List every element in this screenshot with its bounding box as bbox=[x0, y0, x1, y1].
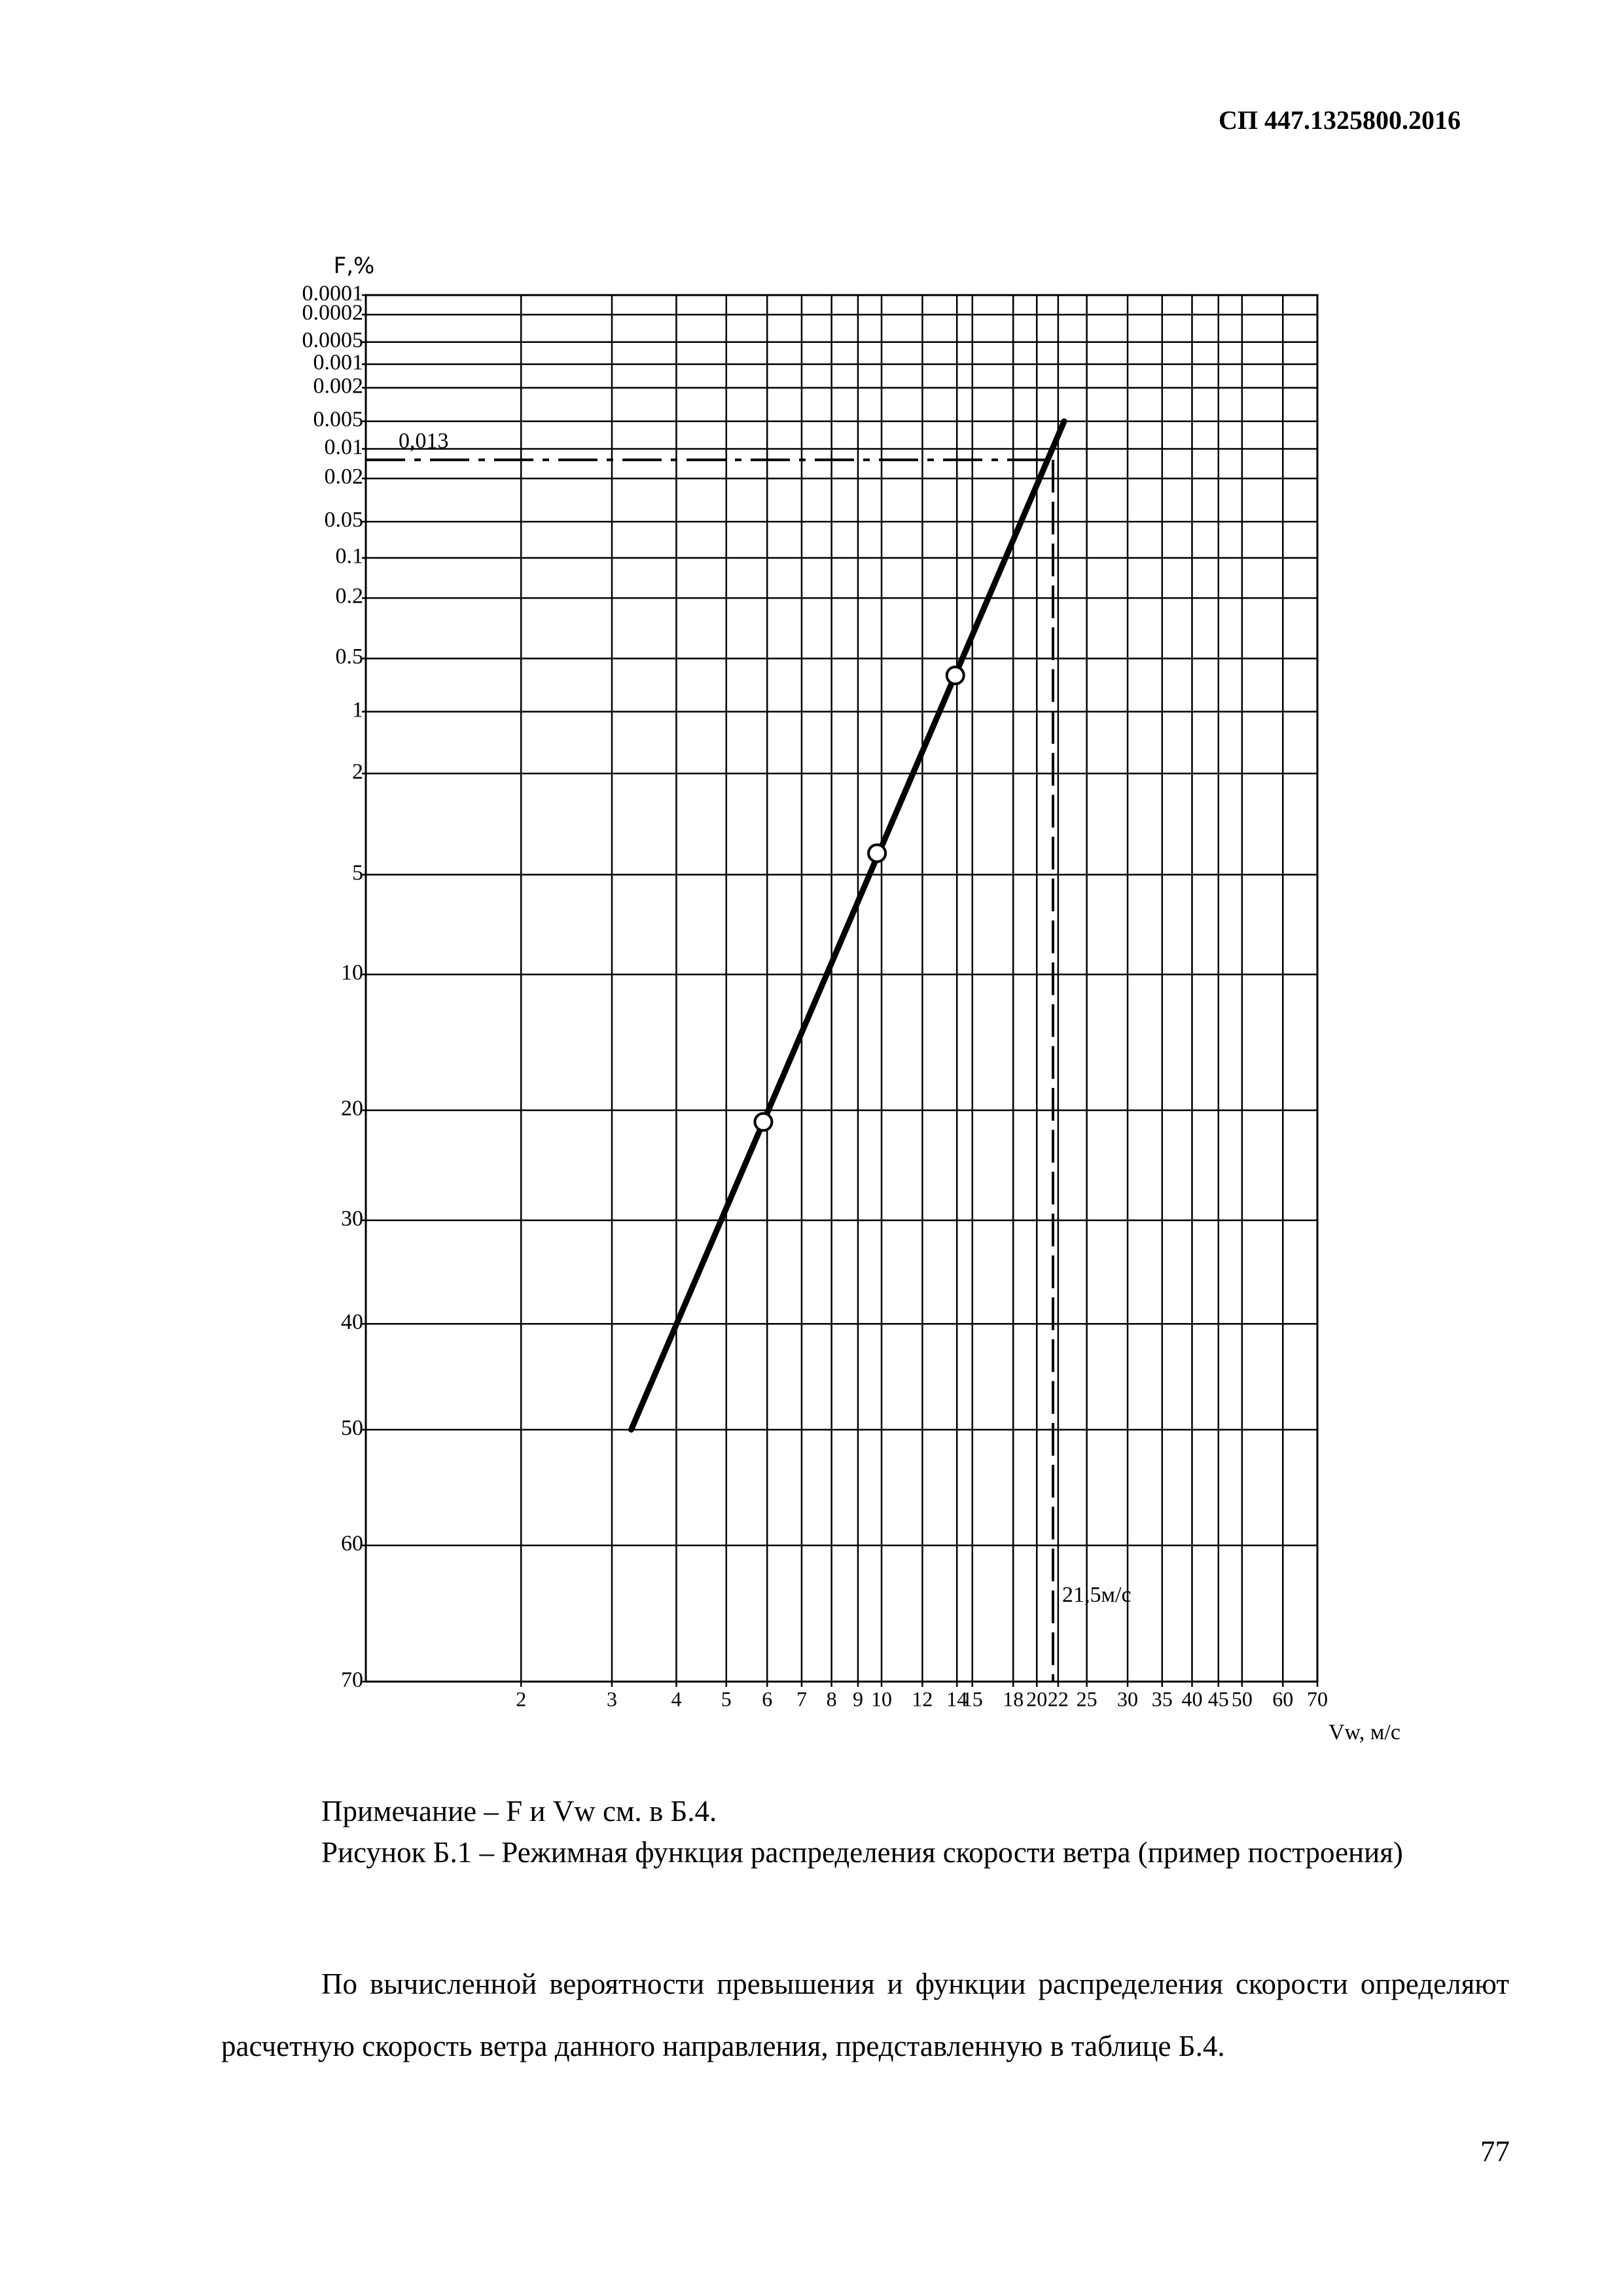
x-tick-label: 40 bbox=[1181, 1687, 1202, 1710]
y-tick-label: 0.001 bbox=[313, 350, 364, 374]
x-tick-label: 30 bbox=[1117, 1687, 1138, 1710]
x-tick-label: 20 bbox=[1026, 1687, 1047, 1710]
y-tick-label: 2 bbox=[352, 760, 363, 784]
x-tick-label: 2 bbox=[516, 1687, 526, 1710]
y-tick-label: 0.2 bbox=[336, 584, 364, 609]
x-tick-label: 3 bbox=[607, 1687, 617, 1710]
y-tick-label: 0.0005 bbox=[302, 328, 364, 353]
x-tick-label: 35 bbox=[1152, 1687, 1173, 1710]
x-tick-label: 7 bbox=[796, 1687, 807, 1710]
x-tick-label: 45 bbox=[1208, 1687, 1229, 1710]
x-tick-label: 70 bbox=[1307, 1687, 1328, 1710]
y-axis-label: F,% bbox=[334, 253, 375, 279]
y-tick-label: 5 bbox=[352, 861, 363, 885]
y-tick-label: 0.02 bbox=[325, 465, 364, 489]
x-tick-label: 8 bbox=[827, 1687, 837, 1710]
data-point bbox=[867, 843, 887, 864]
x-tick-label: 18 bbox=[1003, 1687, 1024, 1710]
x-tick-label: 5 bbox=[721, 1687, 732, 1710]
data-point bbox=[753, 1112, 774, 1132]
figure-note: Примечание – F и Vw см. в Б.4. bbox=[321, 1795, 717, 1828]
y-tick-label: 50 bbox=[341, 1416, 363, 1440]
page-header: СП 447.1325800.2016 bbox=[1219, 105, 1461, 135]
x-tick-label: 60 bbox=[1272, 1687, 1293, 1710]
y-tick-label: 0.1 bbox=[336, 544, 364, 568]
y-tick-label: 30 bbox=[341, 1207, 363, 1231]
x-tick-label: 6 bbox=[762, 1687, 772, 1710]
x-tick-label: 9 bbox=[853, 1687, 863, 1710]
y-tick-label: 70 bbox=[341, 1668, 363, 1692]
x-tick-label: 14 bbox=[946, 1687, 967, 1710]
plot-frame bbox=[365, 294, 1319, 1683]
y-tick-label: 1 bbox=[352, 698, 363, 722]
data-line bbox=[628, 418, 1067, 1433]
y-tick-label: 0.002 bbox=[313, 374, 364, 398]
page-number: 77 bbox=[1480, 2135, 1510, 2168]
x-tick-label: 50 bbox=[1232, 1687, 1253, 1710]
figure-caption: Рисунок Б.1 – Режимная функция распредел… bbox=[321, 1836, 1403, 1869]
y-tick-label: 0.01 bbox=[325, 435, 364, 459]
x-tick-label: 15 bbox=[962, 1687, 983, 1710]
x-tick-label: 12 bbox=[912, 1687, 933, 1710]
paragraph: По вычисленной вероятности превышения и … bbox=[221, 1968, 1509, 2062]
y-tick-label: 0.0002 bbox=[302, 301, 364, 325]
y-tick-label: 60 bbox=[341, 1532, 363, 1556]
y-tick-label: 0.005 bbox=[313, 408, 364, 432]
x-tick-label: 22 bbox=[1048, 1687, 1069, 1710]
y-tick-label: 0.05 bbox=[325, 508, 364, 532]
y-tick-label: 0.5 bbox=[336, 645, 364, 669]
data-point bbox=[945, 665, 965, 686]
x-axis-label: Vw, м/с bbox=[1329, 1720, 1400, 1744]
y-tick-label: 10 bbox=[341, 961, 363, 985]
y-tick-label: 20 bbox=[341, 1097, 363, 1121]
reference-label: 0,013 bbox=[399, 429, 449, 453]
x-tick-label: 4 bbox=[671, 1687, 681, 1710]
y-tick-label: 0.0001 bbox=[302, 281, 364, 306]
reference-label: 21,5м/с bbox=[1062, 1583, 1132, 1607]
y-tick-label: 40 bbox=[341, 1310, 363, 1334]
x-tick-label: 10 bbox=[871, 1687, 892, 1710]
x-tick-label: 25 bbox=[1077, 1687, 1097, 1710]
